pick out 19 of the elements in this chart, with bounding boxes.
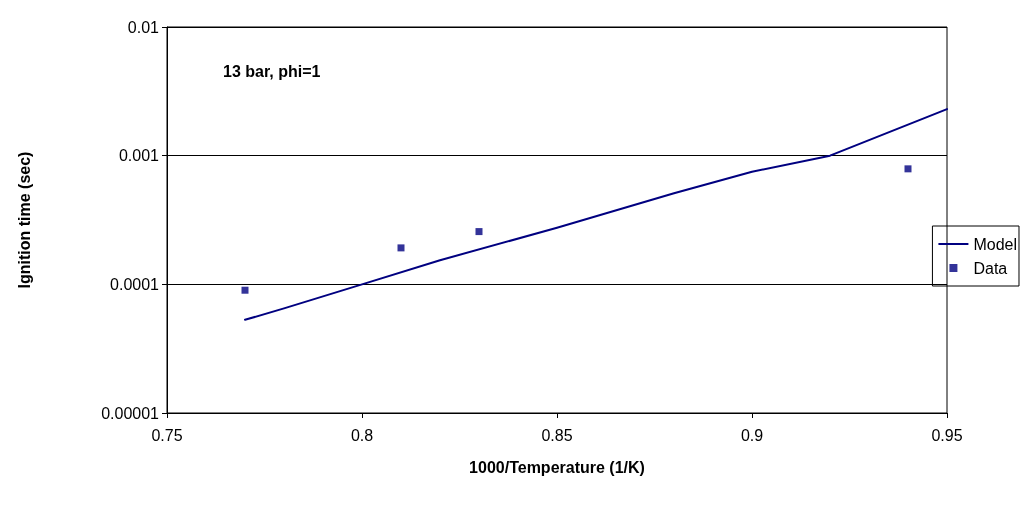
x-tick-label: 0.95 (931, 426, 963, 444)
x-axis-title: 1000/Temperature (1/K) (469, 458, 645, 476)
point (904, 165, 912, 173)
x-tick-label: 0.75 (151, 426, 183, 444)
x-tick-label: 0.9 (740, 426, 764, 444)
point (475, 228, 483, 236)
legend-label: Model (973, 235, 1017, 253)
y-tick-label: 0.001 (118, 147, 160, 165)
y-axis-title: Ignition time (sec) (15, 151, 33, 289)
x-tick-label: 0.85 (541, 426, 573, 444)
line-series (244, 108, 948, 321)
y-tick-label: 0.00001 (101, 404, 160, 422)
legend-label: Data (973, 259, 1008, 277)
y-tick-label: 0.01 (127, 18, 160, 36)
x-tick-label: 0.8 (350, 426, 374, 444)
point (241, 286, 249, 294)
y-tick-label: 0.0001 (110, 275, 160, 293)
annotation: 13 bar, phi=1 (223, 62, 321, 80)
point (397, 244, 405, 252)
